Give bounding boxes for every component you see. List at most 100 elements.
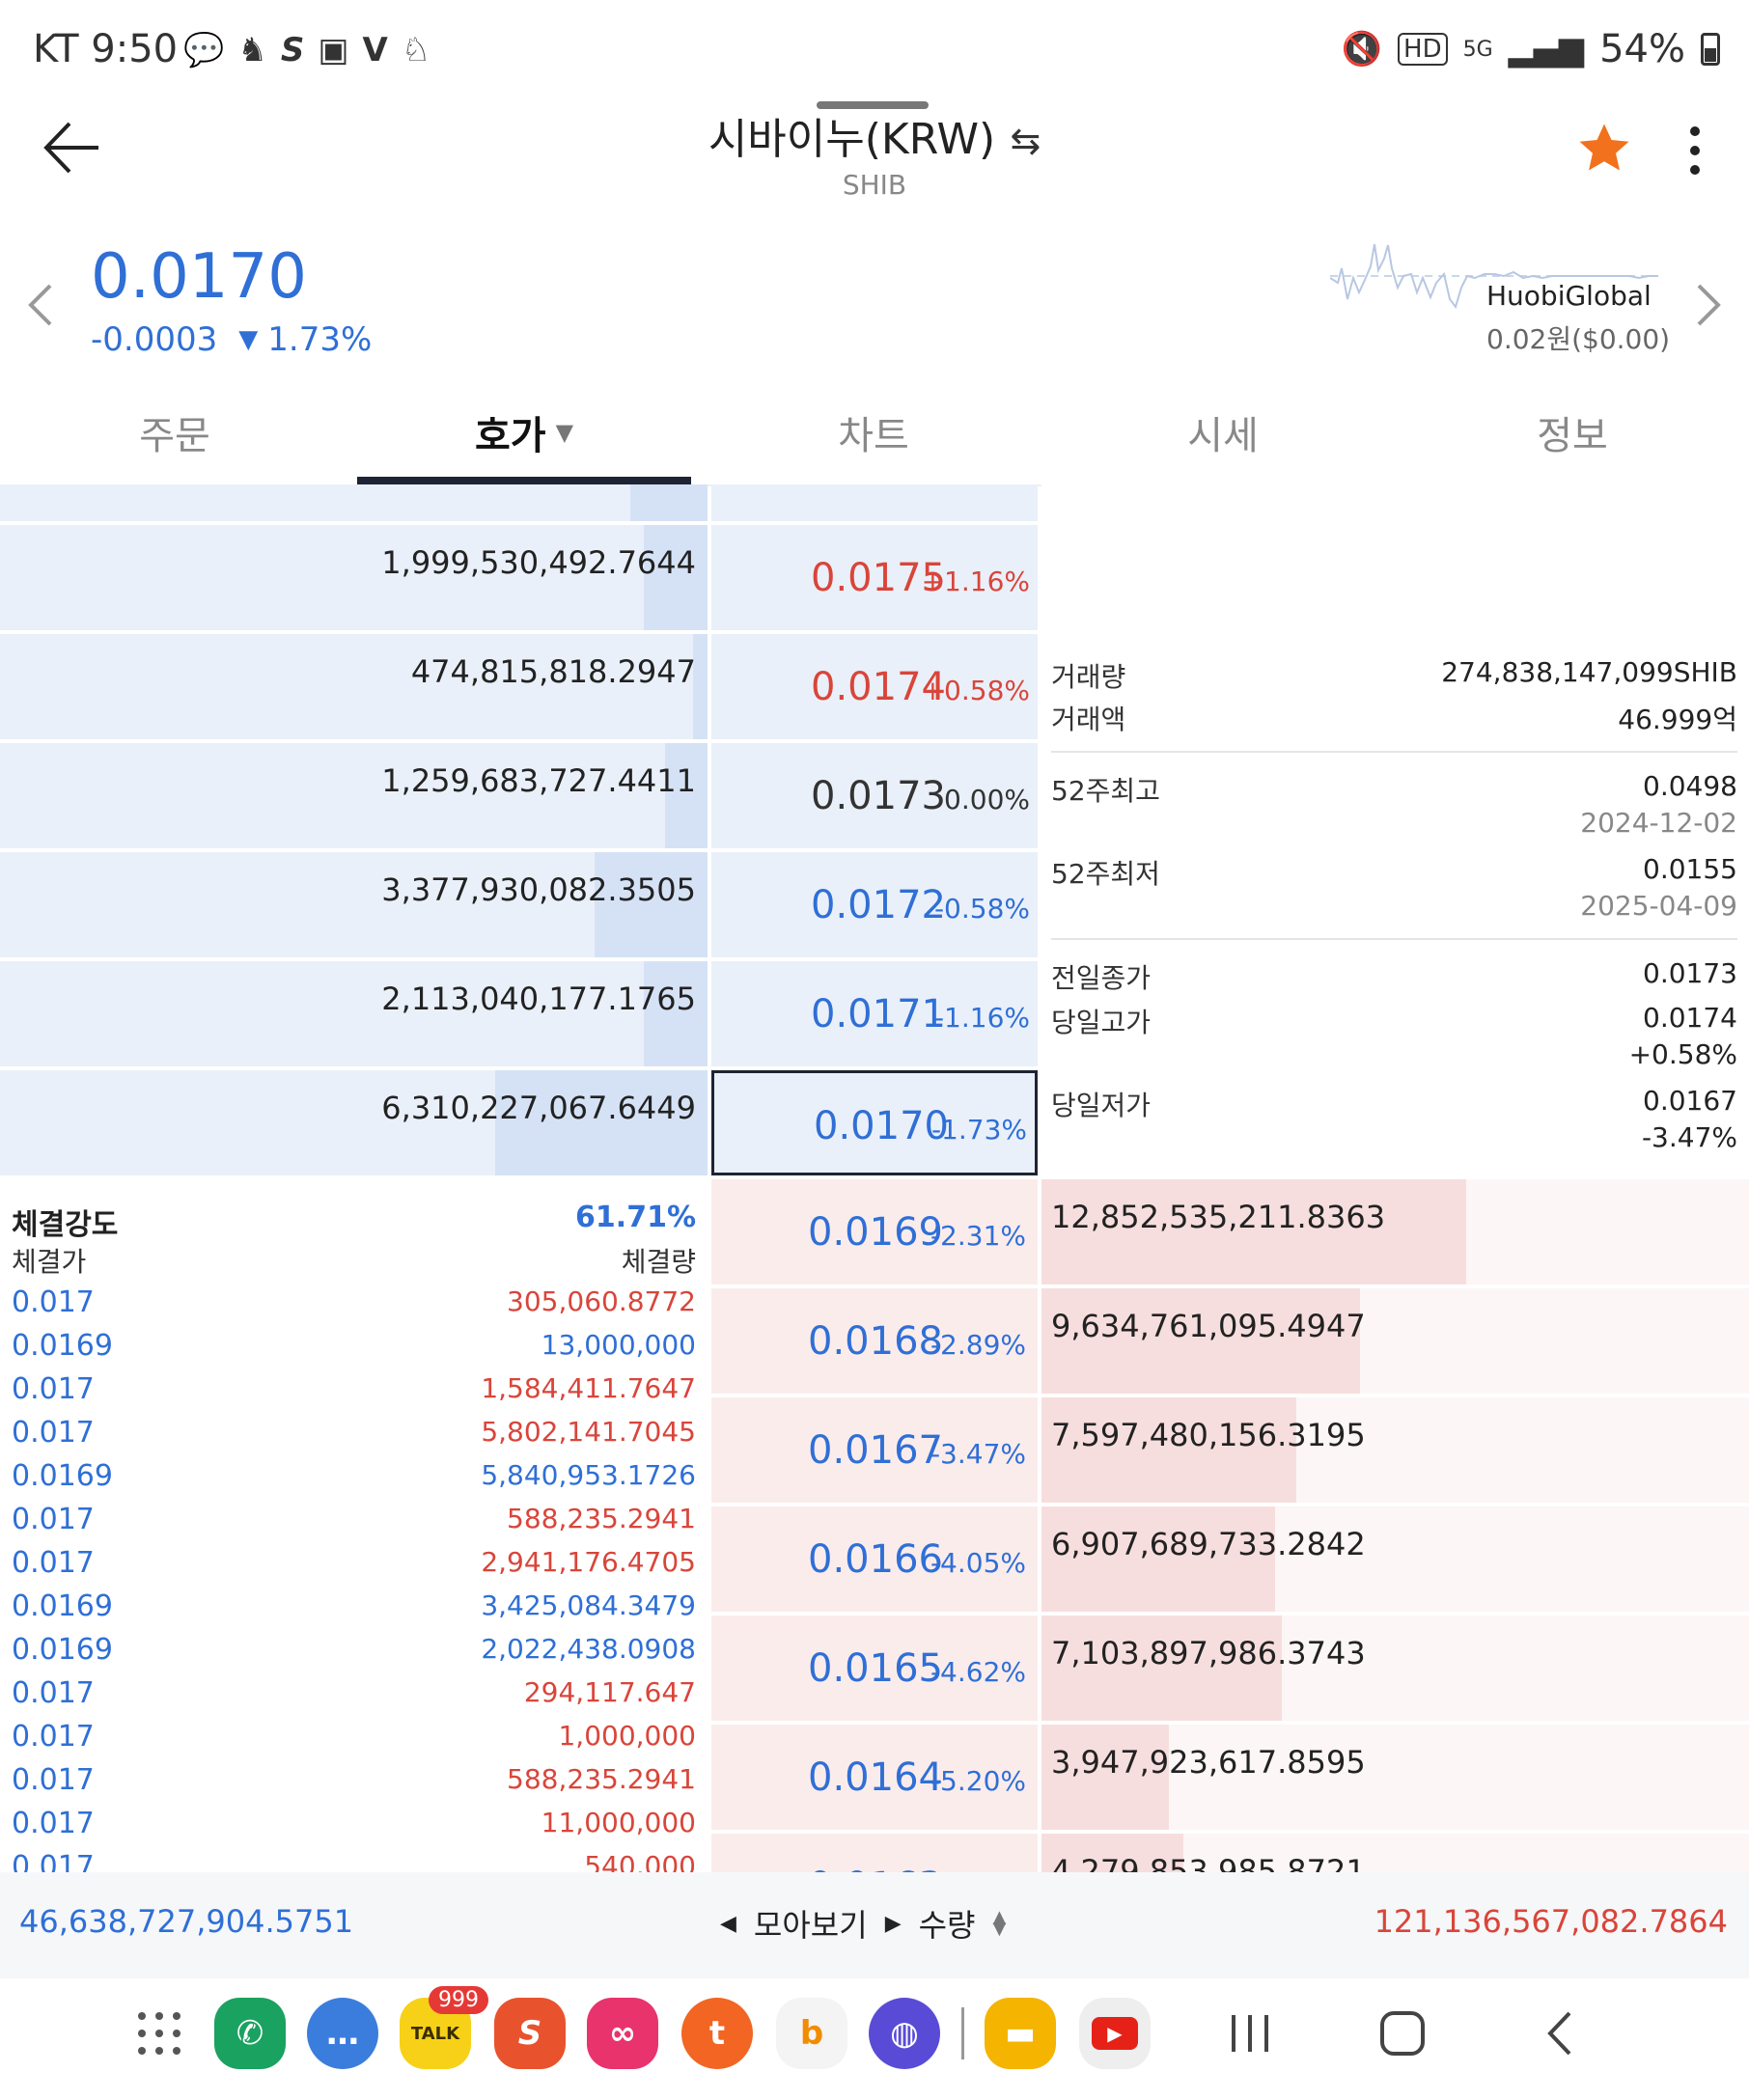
- bid-volume: 12,852,535,211.8363: [1051, 1199, 1386, 1235]
- tab-market[interactable]: 시세: [1187, 414, 1259, 458]
- nav-back-icon[interactable]: [1541, 2007, 1579, 2059]
- ask-volume-cell[interactable]: 1,999,530,492.7644: [0, 525, 708, 630]
- bid-price: 0.0167: [808, 1428, 943, 1473]
- home-icon[interactable]: [1380, 2011, 1425, 2056]
- bid-volume-cell[interactable]: 6,907,689,733.2842: [1041, 1506, 1749, 1612]
- bid-price-cell[interactable]: 0.0169 -2.31%: [711, 1179, 1038, 1285]
- group-prev-caret-icon[interactable]: ◀: [720, 1911, 736, 1936]
- ask-price: 0.0173: [811, 774, 946, 818]
- bid-volume-cell[interactable]: 7,597,480,156.3195: [1041, 1397, 1749, 1503]
- low52-value: 0.0155: [1643, 853, 1737, 885]
- back-button[interactable]: [39, 114, 106, 181]
- bid-volume: 6,907,689,733.2842: [1051, 1526, 1366, 1562]
- ask-price-cell[interactable]: 0.0175 +1.16%: [711, 525, 1038, 630]
- ask-volume: 1,259,683,727.4411: [381, 762, 696, 799]
- group-next-caret-icon[interactable]: ▶: [884, 1911, 902, 1936]
- sort-updown-icon[interactable]: ▲ ▼: [992, 1907, 1007, 1939]
- status-system-icons: 🔇 HD 5G ▂▄▆ 54%: [1342, 27, 1720, 71]
- page-title: 시바이누(KRW): [708, 115, 996, 164]
- bid-price-cell[interactable]: 0.0165 -4.62%: [711, 1616, 1038, 1721]
- ask-volume-bar: [644, 961, 708, 1066]
- swap-currency-icon[interactable]: ⇆: [1010, 120, 1041, 162]
- more-options-icon[interactable]: [1683, 122, 1707, 180]
- day-low-value: 0.0167: [1643, 1085, 1737, 1117]
- prev-coin-chevron-icon[interactable]: [21, 276, 60, 334]
- phone-app-icon[interactable]: ✆: [214, 1998, 286, 2069]
- ask-volume: 474,815,818.2947: [410, 653, 696, 690]
- v-app-notification-icon: V: [362, 31, 388, 69]
- tab-order[interactable]: 주문: [139, 414, 210, 458]
- bid-volume-cell[interactable]: 12,852,535,211.8363: [1041, 1179, 1749, 1285]
- exchange-price: 0.02원($0.00): [1486, 323, 1671, 355]
- bid-price-cell[interactable]: 0.0168 -2.89%: [711, 1288, 1038, 1394]
- orderbook[interactable]: 1,999,530,492.7644 0.0175 +1.16% 474,815,…: [0, 484, 1749, 1872]
- dock-divider: [961, 2007, 964, 2059]
- messages-app-icon[interactable]: …: [307, 1998, 378, 2069]
- bid-price-cell[interactable]: 0.0166 -4.05%: [711, 1506, 1038, 1612]
- kakaotalk-badge: 999: [429, 1986, 488, 2014]
- ask-volume-cell[interactable]: 2,113,040,177.1765: [0, 961, 708, 1066]
- app-drawer-icon[interactable]: [135, 2009, 183, 2058]
- strength-label: 체결강도: [12, 1208, 119, 1242]
- ask-price-cell[interactable]: 0.0174 +0.58%: [711, 634, 1038, 739]
- mini-price-chart[interactable]: [1329, 239, 1658, 355]
- b-app-icon[interactable]: b: [776, 1998, 847, 2069]
- t-app-icon[interactable]: t: [681, 1998, 753, 2069]
- trade-qty: 540,000: [584, 1850, 696, 1872]
- bid-volume: 7,597,480,156.3195: [1051, 1417, 1366, 1453]
- tab-chart[interactable]: 차트: [838, 414, 909, 458]
- ask-price-cell[interactable]: 0.0172 -0.58%: [711, 852, 1038, 957]
- total-ask-volume: 46,638,727,904.5751: [19, 1903, 354, 1940]
- bid-price: 0.0165: [808, 1646, 943, 1691]
- group-view-control[interactable]: ◀ 모아보기 ▶ 수량 ▲ ▼: [720, 1901, 1006, 1946]
- day-high-pct: +0.58%: [1628, 1038, 1737, 1070]
- bid-price-cell[interactable]: 0.0167 -3.47%: [711, 1397, 1038, 1503]
- ask-volume-cell[interactable]: 6,310,227,067.6449: [0, 1070, 708, 1175]
- title-wrap: 시바이누(KRW) ⇆: [0, 104, 1749, 166]
- ask-volume-cell[interactable]: 1,259,683,727.4411: [0, 743, 708, 848]
- strength-value: 61.71%: [575, 1201, 696, 1234]
- ask-price-percent: +0.58%: [921, 675, 1030, 706]
- trade-price: 0.017: [12, 1720, 95, 1754]
- ask-price: 0.0170: [814, 1104, 949, 1148]
- ask-price-cell[interactable]: 0.0173 0.00%: [711, 743, 1038, 848]
- bid-volume: 4,279,853,985.8721: [1051, 1853, 1366, 1872]
- trade-price: 0.0169: [12, 1633, 113, 1667]
- s-app-icon[interactable]: S: [494, 1998, 566, 2069]
- infinity-app-icon[interactable]: ∞: [587, 1998, 658, 2069]
- ask-volume-cell[interactable]: 474,815,818.2947: [0, 634, 708, 739]
- bid-volume-cell[interactable]: 4,279,853,985.8721: [1041, 1834, 1749, 1872]
- high52-value: 0.0498: [1643, 770, 1737, 802]
- bid-volume-bar: [1041, 1179, 1466, 1285]
- page-subtitle: SHIB: [842, 169, 907, 201]
- bid-volume-cell[interactable]: 3,947,923,617.8595: [1041, 1725, 1749, 1830]
- stats-divider: [1051, 751, 1737, 753]
- current-price-cell[interactable]: 0.0170 -1.73%: [711, 1070, 1038, 1175]
- battery-percent: 54%: [1599, 27, 1685, 71]
- recent-apps-icon[interactable]: [1228, 2007, 1272, 2059]
- ask-price-cell[interactable]: 0.0171 -1.16%: [711, 961, 1038, 1066]
- trade-qty: 588,235.2941: [507, 1503, 696, 1534]
- favorite-star-icon[interactable]: [1575, 120, 1633, 178]
- tab-orderbook-label: 호가: [474, 414, 546, 458]
- ask-volume-cell[interactable]: 3,377,930,082.3505: [0, 852, 708, 957]
- files-app-icon[interactable]: ▬: [985, 1998, 1056, 2069]
- bid-price-cell[interactable]: 0.0163: [711, 1834, 1038, 1872]
- bid-volume-cell[interactable]: 9,634,761,095.4947: [1041, 1288, 1749, 1394]
- internet-app-icon[interactable]: ◍: [869, 1998, 940, 2069]
- kakaotalk-label: TALK: [410, 2023, 460, 2044]
- kakaotalk-notification-icon: 💬: [183, 31, 225, 69]
- bid-volume-cell[interactable]: 7,103,897,986.3743: [1041, 1616, 1749, 1721]
- youtube-app-icon[interactable]: ▶: [1079, 1998, 1151, 2069]
- trade-price: 0.017: [12, 1676, 95, 1710]
- next-coin-chevron-icon[interactable]: [1689, 276, 1728, 334]
- trade-qty: 294,117.647: [523, 1676, 696, 1708]
- mini-chart-graphic: [1329, 243, 1658, 310]
- stats-panel: 거래량 274,838,147,099SHIB 거래액 46.999억 52주최…: [1041, 484, 1749, 1179]
- tab-info[interactable]: 정보: [1537, 414, 1608, 458]
- day-high-value: 0.0174: [1643, 1002, 1737, 1034]
- tab-orderbook[interactable]: 호가 ▼: [349, 381, 699, 484]
- bid-price-cell[interactable]: 0.0164 -5.20%: [711, 1725, 1038, 1830]
- qty-sort-label[interactable]: 수량: [918, 1907, 976, 1944]
